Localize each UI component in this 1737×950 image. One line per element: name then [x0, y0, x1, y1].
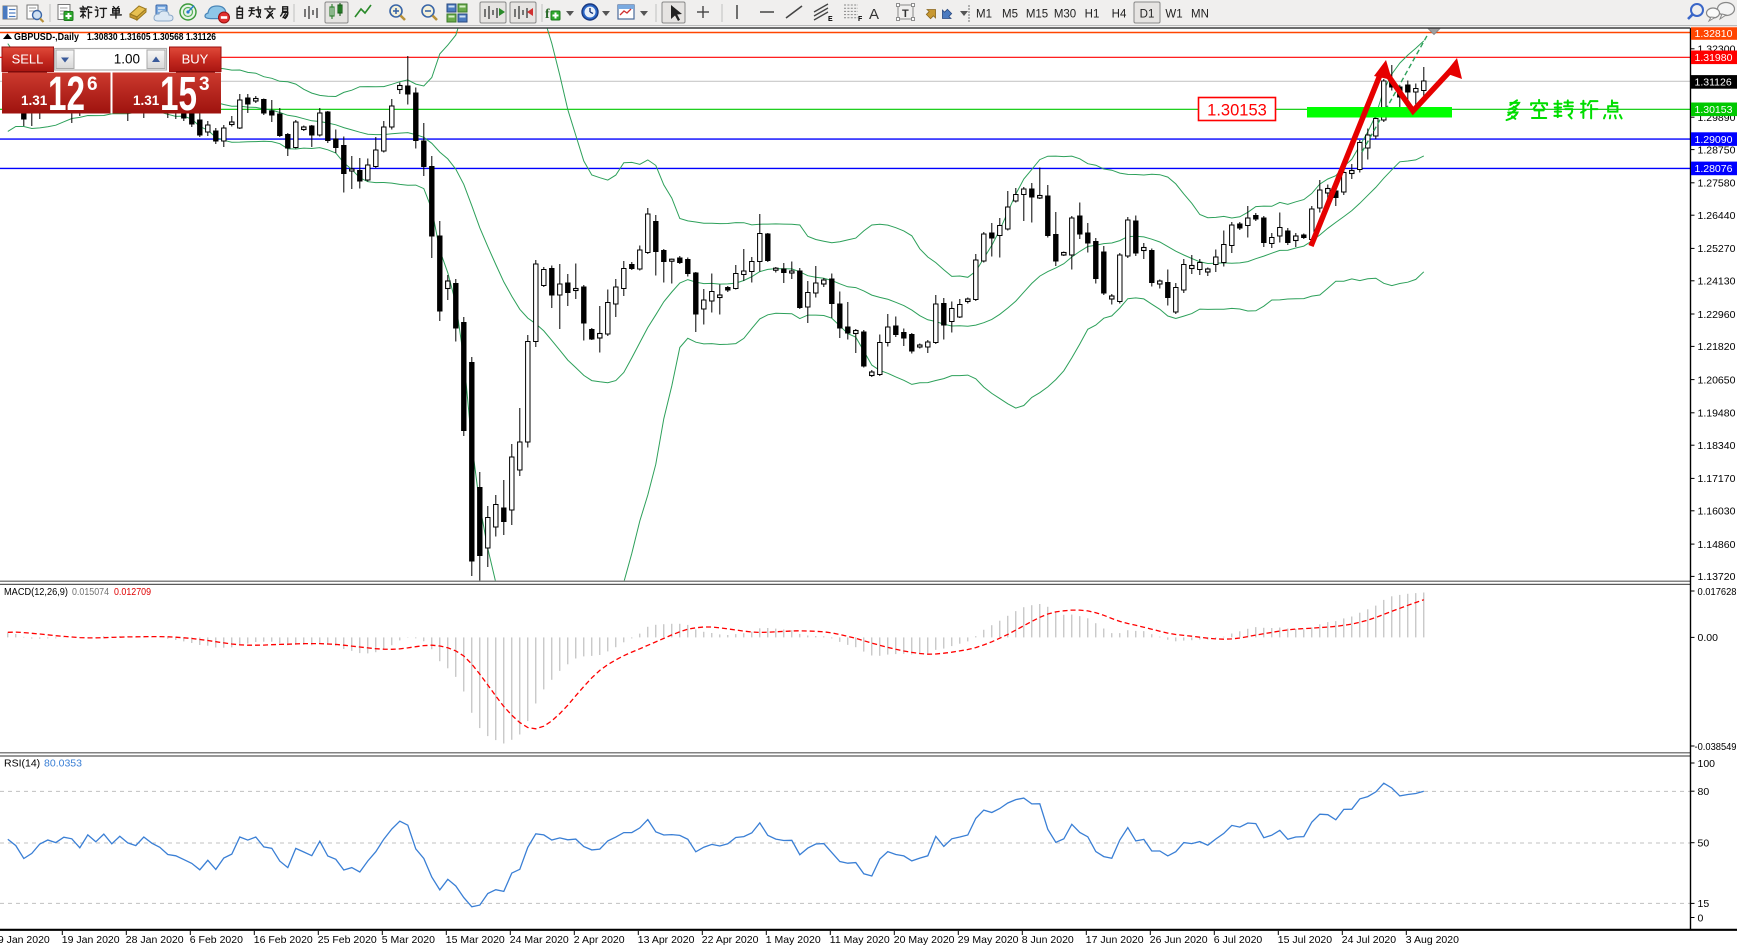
svg-text:80: 80	[1698, 786, 1710, 798]
svg-text:0.015074: 0.015074	[72, 586, 109, 598]
svg-text:0.00: 0.00	[1698, 632, 1719, 644]
svg-text:19 Jan 2020: 19 Jan 2020	[62, 934, 120, 946]
svg-text:1.31: 1.31	[133, 93, 160, 108]
svg-text:1.21820: 1.21820	[1698, 341, 1736, 353]
svg-text:M5: M5	[1002, 9, 1018, 21]
svg-text:13 Apr 2020: 13 Apr 2020	[638, 934, 695, 946]
svg-text:1.30830 1.31605 1.30568 1.3112: 1.30830 1.31605 1.30568 1.31126	[87, 31, 216, 43]
svg-text:1.27580: 1.27580	[1698, 178, 1736, 190]
svg-text:1 May 2020: 1 May 2020	[766, 934, 821, 946]
svg-text:15: 15	[1698, 898, 1710, 910]
svg-text:SELL: SELL	[12, 52, 44, 67]
svg-text:9 Jan 2020: 9 Jan 2020	[0, 934, 50, 946]
svg-text:T: T	[902, 8, 909, 20]
svg-text:15 Jul 2020: 15 Jul 2020	[1278, 934, 1332, 946]
svg-text:1.19480: 1.19480	[1698, 408, 1736, 420]
svg-text:0.012709: 0.012709	[114, 586, 151, 598]
svg-text:BUY: BUY	[182, 52, 209, 67]
svg-text:1.16030: 1.16030	[1698, 506, 1736, 518]
svg-text:3 Aug 2020: 3 Aug 2020	[1406, 934, 1459, 946]
svg-text:1.20650: 1.20650	[1698, 374, 1736, 386]
svg-text:29 May 2020: 29 May 2020	[958, 934, 1019, 946]
svg-text:1.24130: 1.24130	[1698, 276, 1736, 288]
svg-text:A: A	[869, 6, 879, 23]
svg-text:H1: H1	[1085, 9, 1100, 21]
svg-text:1.30153: 1.30153	[1695, 104, 1733, 116]
svg-text:MN: MN	[1191, 9, 1209, 21]
svg-text:1.31126: 1.31126	[1695, 77, 1732, 89]
svg-text:1.31: 1.31	[21, 93, 48, 108]
svg-text:11 May 2020: 11 May 2020	[830, 934, 890, 946]
svg-text:GBPUSD-,Daily: GBPUSD-,Daily	[14, 31, 79, 43]
svg-text:25 Feb 2020: 25 Feb 2020	[318, 934, 377, 946]
svg-text:20 May 2020: 20 May 2020	[894, 934, 955, 946]
svg-text:E: E	[828, 16, 833, 23]
svg-text:M15: M15	[1026, 9, 1048, 21]
svg-text:6 Jul 2020: 6 Jul 2020	[1214, 934, 1263, 946]
svg-text:RSI(14): RSI(14)	[4, 758, 40, 770]
svg-text:M1: M1	[976, 9, 992, 21]
svg-text:0: 0	[1698, 912, 1704, 924]
svg-text:-0.038549: -0.038549	[1695, 741, 1737, 753]
svg-text:F: F	[858, 16, 863, 23]
svg-text:1.26440: 1.26440	[1698, 210, 1736, 222]
svg-text:24 Jul 2020: 24 Jul 2020	[1342, 934, 1396, 946]
svg-text:100: 100	[1698, 758, 1716, 770]
svg-text:2 Apr 2020: 2 Apr 2020	[574, 934, 625, 946]
svg-text:1.31980: 1.31980	[1695, 52, 1733, 64]
svg-text:1.14860: 1.14860	[1698, 539, 1736, 551]
svg-text:24 Mar 2020: 24 Mar 2020	[510, 934, 569, 946]
svg-text:M30: M30	[1054, 9, 1076, 21]
svg-text:12: 12	[48, 68, 85, 121]
svg-text:5 Mar 2020: 5 Mar 2020	[382, 934, 435, 946]
svg-text:3: 3	[199, 74, 210, 95]
svg-text:1.00: 1.00	[114, 52, 140, 67]
svg-text:1.13720: 1.13720	[1698, 571, 1736, 583]
svg-text:8 Jun 2020: 8 Jun 2020	[1022, 934, 1074, 946]
svg-text:15 Mar 2020: 15 Mar 2020	[446, 934, 505, 946]
svg-text:1.28076: 1.28076	[1695, 163, 1733, 175]
svg-text:17 Jun 2020: 17 Jun 2020	[1086, 934, 1144, 946]
svg-text:f: f	[545, 7, 550, 22]
svg-text:80.0353: 80.0353	[44, 758, 82, 770]
svg-text:1.17170: 1.17170	[1698, 473, 1736, 485]
svg-text:1.29090: 1.29090	[1695, 134, 1733, 146]
svg-text:1.22960: 1.22960	[1698, 309, 1736, 321]
svg-text:MACD(12,26,9): MACD(12,26,9)	[4, 586, 68, 598]
svg-text:W1: W1	[1165, 9, 1182, 21]
svg-text:50: 50	[1698, 838, 1710, 850]
svg-text:1.28750: 1.28750	[1698, 144, 1736, 156]
svg-text:H4: H4	[1112, 9, 1127, 21]
svg-text:28 Jan 2020: 28 Jan 2020	[126, 934, 184, 946]
svg-text:D1: D1	[1140, 9, 1155, 21]
svg-text:22 Apr 2020: 22 Apr 2020	[702, 934, 759, 946]
svg-text:6 Feb 2020: 6 Feb 2020	[190, 934, 243, 946]
svg-text:1.18340: 1.18340	[1698, 440, 1736, 452]
svg-text:1.30153: 1.30153	[1207, 102, 1267, 120]
svg-text:1.32810: 1.32810	[1695, 28, 1733, 40]
svg-text:16 Feb 2020: 16 Feb 2020	[254, 934, 313, 946]
svg-text:1.25270: 1.25270	[1698, 243, 1736, 255]
svg-text:6: 6	[87, 74, 98, 95]
svg-text:26 Jun 2020: 26 Jun 2020	[1150, 934, 1208, 946]
svg-text:15: 15	[160, 68, 197, 121]
svg-text:0.017628: 0.017628	[1698, 586, 1737, 598]
